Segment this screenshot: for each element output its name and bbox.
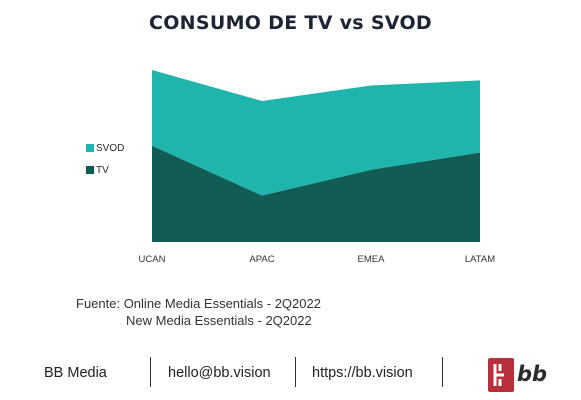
legend-label-svod: SVOD	[96, 142, 125, 154]
area-chart: UCAN APAC EMEA LATAM	[139, 70, 496, 265]
chart-areas	[152, 70, 480, 242]
footer-divider	[295, 357, 296, 387]
chart-title: CONSUMO DE TV vs SVOD	[148, 12, 432, 34]
x-tick-label-ucan: UCAN	[139, 254, 166, 265]
x-tick-label-latam: LATAM	[465, 254, 495, 265]
legend-swatch-tv	[86, 166, 94, 174]
footer-brand: BB Media	[44, 365, 107, 381]
source-line-2: New Media Essentials - 2Q2022	[126, 313, 312, 328]
area-svod	[152, 70, 480, 196]
logo-text: bb	[517, 362, 548, 386]
chart-legend: SVOD TV	[86, 139, 124, 183]
footer-divider	[442, 357, 443, 387]
footer-url-link[interactable]: https://bb.vision	[312, 365, 413, 381]
footer-divider	[150, 357, 151, 387]
legend-swatch-svod	[86, 144, 94, 152]
x-tick-label-apac: APAC	[249, 254, 274, 265]
footer-email-link[interactable]: hello@bb.vision	[168, 365, 271, 381]
x-axis-labels: UCAN APAC EMEA LATAM	[139, 254, 496, 265]
source-line-1: Fuente: Online Media Essentials - 2Q2022	[76, 296, 321, 311]
bb-logo-icon	[488, 358, 514, 392]
legend-item-svod: SVOD	[86, 139, 124, 157]
footer: BB Media hello@bb.vision https://bb.visi…	[0, 355, 581, 395]
legend-item-tv: TV	[86, 161, 124, 179]
x-tick-label-emea: EMEA	[358, 254, 386, 265]
source-note: Fuente: Online Media Essentials - 2Q2022…	[76, 295, 321, 329]
area-tv	[152, 145, 480, 242]
legend-label-tv: TV	[96, 164, 109, 176]
